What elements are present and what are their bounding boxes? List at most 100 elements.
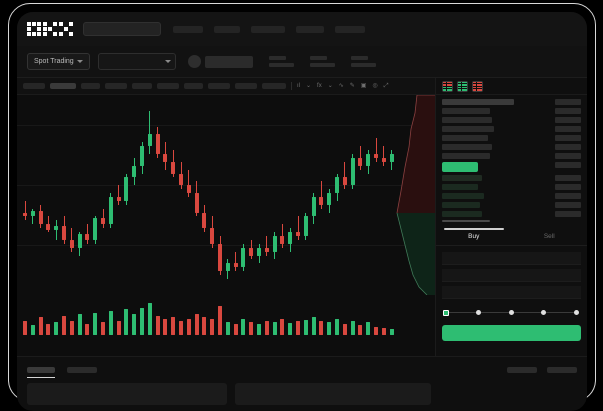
orderbook-bid-row[interactable] xyxy=(442,193,581,199)
orderbook-amount xyxy=(555,184,581,190)
orderbook-ask-row[interactable] xyxy=(442,135,581,141)
slider-node-100[interactable] xyxy=(574,310,579,315)
candle-body xyxy=(389,153,394,162)
candle-wick xyxy=(266,236,268,256)
volume-bar-31 xyxy=(264,320,269,335)
indicator-icon[interactable]: fx xyxy=(317,83,322,89)
bottom-panel-1 xyxy=(27,383,227,405)
amount-percentage-slider[interactable] xyxy=(443,309,579,317)
timeframe-chip-9[interactable] xyxy=(235,83,257,89)
orderbook-ask-row[interactable] xyxy=(442,117,581,123)
timeframe-chip-8[interactable] xyxy=(208,83,230,89)
volume-bar-16 xyxy=(147,303,152,335)
bottom-tab-1[interactable] xyxy=(27,367,55,378)
timeframe-chip-3[interactable] xyxy=(81,83,100,89)
pencil-icon[interactable]: ✎ xyxy=(349,83,355,89)
trade-tab-sell[interactable]: Sell xyxy=(543,233,555,240)
pair-price-value xyxy=(204,55,253,68)
candle-wick xyxy=(383,146,385,166)
timeframe-chip-1[interactable] xyxy=(23,83,45,89)
candle-body xyxy=(101,218,105,225)
candle-wick xyxy=(188,169,190,197)
candle-type-icon[interactable]: ıl xyxy=(297,83,300,89)
chevron-down-icon[interactable]: ⌄ xyxy=(306,83,312,89)
bottom-action-2[interactable] xyxy=(547,367,577,373)
nav-item-5[interactable] xyxy=(335,25,365,33)
timeframe-chip-6[interactable] xyxy=(157,83,179,89)
timeframe-chip-10[interactable] xyxy=(262,83,286,89)
trading-pair-select[interactable] xyxy=(97,53,176,70)
fullscreen-icon[interactable]: ⤢ xyxy=(383,83,389,89)
slider-node-25[interactable] xyxy=(475,310,481,315)
volume-bar-27 xyxy=(233,323,238,335)
orderbook-bid-row[interactable] xyxy=(442,211,581,217)
volume-bar-44 xyxy=(366,322,371,335)
orderbook-amount xyxy=(555,202,581,208)
nav-item-2[interactable] xyxy=(214,25,240,33)
timeframe-chip-2[interactable] xyxy=(50,83,76,89)
timeframe-chip-7[interactable] xyxy=(184,83,203,89)
okx-logo[interactable] xyxy=(27,22,73,36)
volume-bar-29 xyxy=(249,322,254,335)
volume-bar-40 xyxy=(335,319,339,335)
market-stat-2 xyxy=(309,56,335,67)
orderbook-ask-row[interactable] xyxy=(442,108,581,114)
bottom-tab-2[interactable] xyxy=(67,367,97,373)
orderbook-scrollbar[interactable] xyxy=(442,220,490,222)
timeframe-chip-5[interactable] xyxy=(132,83,152,89)
volume-bar-20 xyxy=(179,320,183,335)
nav-item-4[interactable] xyxy=(296,25,324,33)
candlestick-chart[interactable] xyxy=(17,95,435,295)
candle-wick xyxy=(297,216,299,240)
candle-body xyxy=(272,236,277,252)
orderbook-bid-row[interactable] xyxy=(442,175,581,181)
timeframe-chip-4[interactable] xyxy=(105,83,127,89)
order-price-field[interactable] xyxy=(442,252,581,265)
spot-trading-dropdown[interactable]: Spot Trading xyxy=(27,53,90,70)
nav-item-3[interactable] xyxy=(251,25,285,33)
slider-node-75[interactable] xyxy=(541,310,547,315)
candle-body xyxy=(93,218,98,240)
orderbook-ask-row[interactable] xyxy=(442,144,581,150)
search-input[interactable] xyxy=(83,22,161,36)
orderbook-combined-icon[interactable] xyxy=(442,80,453,92)
volume-bar-43 xyxy=(358,325,363,335)
orderbook-amount xyxy=(555,117,581,123)
depth-chart-overlay xyxy=(396,95,435,295)
orderbook-bid-row[interactable] xyxy=(442,202,581,208)
volume-bar-26 xyxy=(225,322,230,335)
settings-icon[interactable]: ◎ xyxy=(372,83,378,89)
submit-order-button[interactable] xyxy=(442,325,581,341)
volume-bar-30 xyxy=(257,323,261,335)
order-total-field[interactable] xyxy=(442,286,581,299)
orderbook-bar xyxy=(442,117,492,123)
main-content: ıl ⌄ fx ⌄ ∿ ✎ ▣ ◎ ⤢ xyxy=(17,78,587,356)
candle-body xyxy=(124,177,129,201)
bottom-action-1[interactable] xyxy=(507,367,537,373)
camera-icon[interactable]: ▣ xyxy=(360,83,367,89)
trade-tab-buy[interactable]: Buy xyxy=(436,228,512,245)
orderbook-ask-row[interactable] xyxy=(442,126,581,132)
orderbook-ask-row[interactable] xyxy=(442,99,581,105)
orderbook-bid-row[interactable] xyxy=(442,184,581,190)
orderbook-bids-icon[interactable] xyxy=(457,80,468,92)
nav-item-1[interactable] xyxy=(173,25,203,33)
orderbook-asks-icon[interactable] xyxy=(472,80,483,92)
line-wave-icon[interactable]: ∿ xyxy=(338,83,344,89)
orderbook-ask-row[interactable] xyxy=(442,153,581,159)
volume-bar-15 xyxy=(140,307,144,335)
slider-node-50[interactable] xyxy=(508,310,514,315)
chevron-down-icon[interactable]: ⌄ xyxy=(327,83,333,89)
order-amount-field[interactable] xyxy=(442,269,581,282)
orderbook-last-price-row[interactable] xyxy=(442,162,581,172)
candle-wick xyxy=(149,111,151,154)
slider-node-0[interactable] xyxy=(443,309,449,316)
volume-bar-39 xyxy=(327,322,332,335)
candle-wick xyxy=(24,200,26,221)
stat-value xyxy=(268,63,294,67)
orderbook-bar xyxy=(442,202,480,208)
logo-glyph-k xyxy=(43,22,57,36)
orderbook-rows[interactable] xyxy=(436,95,587,217)
sub-header-bar: Spot Trading xyxy=(17,46,587,78)
top-navigation-bar xyxy=(17,12,587,46)
